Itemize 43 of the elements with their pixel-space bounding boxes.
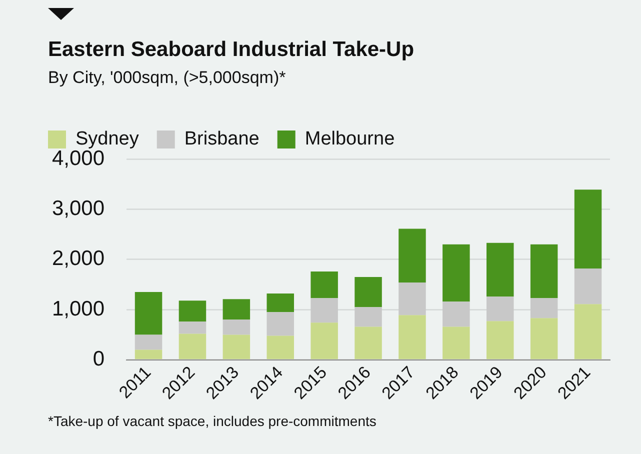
bar <box>310 271 338 298</box>
bar <box>354 307 382 327</box>
bar <box>442 326 470 360</box>
bar <box>442 244 470 302</box>
bar <box>530 318 558 360</box>
y-tick-label: 0 <box>92 348 105 371</box>
bar <box>134 350 162 360</box>
bar <box>398 228 426 283</box>
text: *Take-up of vacant space, includes pre-commitments <box>48 412 376 431</box>
bar <box>222 320 250 335</box>
bar <box>530 298 558 318</box>
y-tick-label: 1,000 <box>52 297 105 320</box>
bar <box>574 304 602 360</box>
bar <box>486 321 514 360</box>
bar <box>574 190 602 268</box>
legend-label: Brisbane <box>184 128 260 150</box>
bar <box>266 312 294 336</box>
bar <box>310 322 338 360</box>
bar <box>222 334 250 360</box>
bar <box>266 294 294 312</box>
bar <box>486 296 514 322</box>
bar <box>178 300 206 322</box>
bar <box>486 242 514 297</box>
bar <box>310 298 338 323</box>
bar <box>178 322 206 334</box>
bar <box>134 334 162 350</box>
bar <box>178 334 206 360</box>
legend-label: Sydney <box>76 128 140 150</box>
bar <box>530 244 558 298</box>
bar <box>574 268 602 304</box>
bar <box>398 282 426 316</box>
y-tick-label: 3,000 <box>52 197 105 220</box>
bar <box>266 336 294 360</box>
chart-title: Eastern Seaboard Industrial Take-Up <box>48 38 414 62</box>
chart-subtitle: By City, '000sqm, (>5,000sqm)* <box>48 68 286 88</box>
bar <box>398 315 426 360</box>
bar <box>354 326 382 360</box>
legend-label: Melbourne <box>304 128 395 150</box>
bar <box>222 299 250 320</box>
y-tick-label: 2,000 <box>52 247 105 270</box>
bar <box>134 292 162 335</box>
bar <box>354 276 382 308</box>
bar <box>442 302 470 327</box>
